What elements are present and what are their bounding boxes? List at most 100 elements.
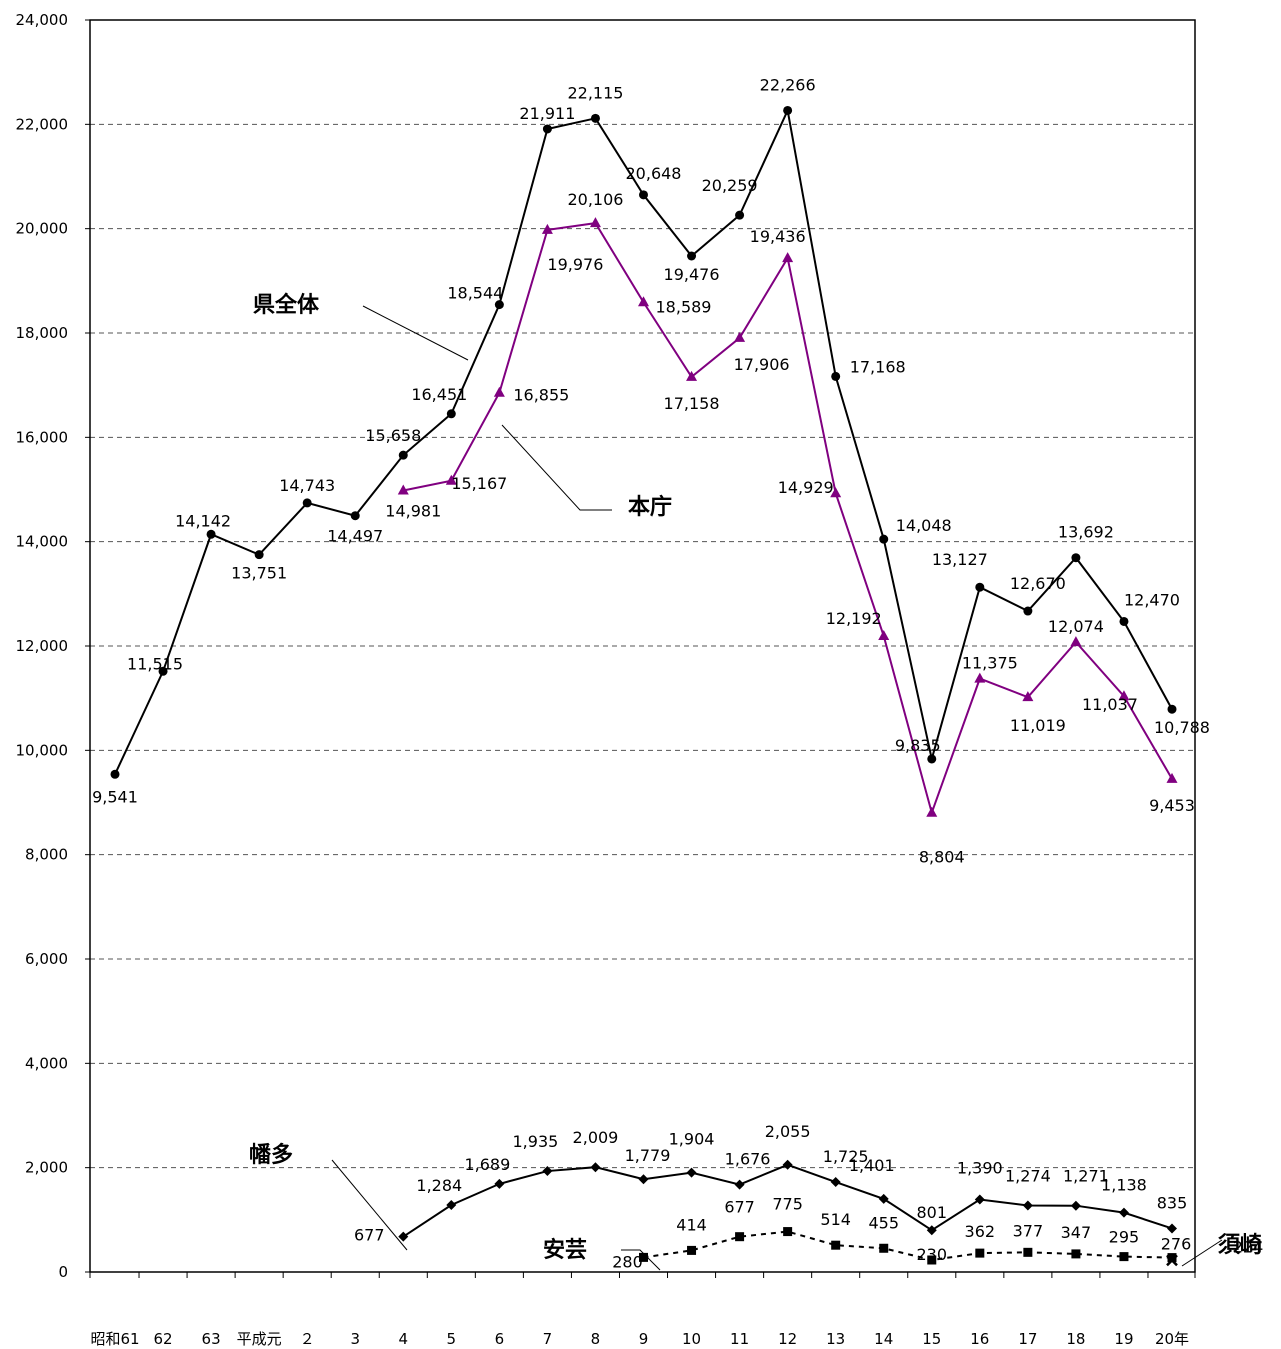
x-tick-label: 5 <box>447 1330 457 1348</box>
y-tick-label: 20,000 <box>16 220 69 238</box>
data-label: 1,274 <box>1005 1167 1051 1186</box>
x-tick-label: 20年 <box>1155 1330 1189 1348</box>
data-point <box>542 124 552 134</box>
data-point <box>494 300 504 310</box>
leader-line-aki <box>621 1249 661 1271</box>
data-point <box>975 582 985 592</box>
x-tick-label: 63 <box>202 1330 221 1348</box>
data-point <box>639 190 648 200</box>
data-label: 11,037 <box>1082 695 1138 714</box>
data-label: 230 <box>916 1245 947 1264</box>
data-label: 21,911 <box>519 104 575 123</box>
data-label: 1,725 <box>823 1147 869 1166</box>
data-label: 276 <box>1161 1235 1192 1254</box>
data-label: 16,855 <box>513 386 569 405</box>
data-point <box>975 1248 985 1258</box>
data-labels: 9,541 11,515 14,142 13,751 14,743 14,497 15,65… <box>92 75 1263 1271</box>
data-point <box>638 1174 649 1185</box>
x-tick-label: 昭和61 <box>90 1330 139 1348</box>
x-tick-label: 11 <box>730 1330 749 1348</box>
x-tick-label: 7 <box>543 1330 553 1348</box>
x-tick-label: 13 <box>826 1330 845 1348</box>
data-label: 17,906 <box>734 355 790 374</box>
data-label: 17,158 <box>664 394 720 413</box>
data-label: 377 <box>1013 1221 1044 1240</box>
data-point <box>1167 704 1177 714</box>
series-name-susaki: 須崎 <box>1218 1233 1262 1258</box>
y-tick-label: 18,000 <box>16 324 69 342</box>
data-label: 20,259 <box>702 176 758 195</box>
data-label: 1,689 <box>464 1155 510 1174</box>
data-label: 22,115 <box>567 83 623 102</box>
series-name-hata: 幡多 <box>249 1142 293 1168</box>
data-point <box>1071 553 1081 563</box>
data-label: 22,266 <box>760 75 816 94</box>
series-lines <box>114 107 1173 1262</box>
data-point <box>926 806 938 817</box>
data-label: 1,935 <box>513 1132 559 1151</box>
data-label: 775 <box>772 1195 803 1214</box>
data-point <box>398 1231 409 1242</box>
data-label: 414 <box>676 1215 707 1234</box>
data-point <box>542 1166 553 1177</box>
data-point <box>1119 616 1129 626</box>
data-label: 1,401 <box>849 1156 895 1175</box>
y-tick-label: 10,000 <box>16 741 69 759</box>
data-point <box>398 450 408 460</box>
data-point <box>110 769 120 779</box>
data-point <box>735 210 745 220</box>
data-label: 18,544 <box>447 284 503 303</box>
data-label: 16,451 <box>411 385 467 404</box>
series-name-labels: 県全体 本庁 幡多 安芸 須崎 <box>249 292 1262 1271</box>
x-tick-label: 10 <box>682 1330 701 1348</box>
data-label: 14,142 <box>175 511 231 530</box>
data-label: 347 <box>1061 1223 1092 1242</box>
data-label: 8,804 <box>919 848 965 867</box>
series-name-honcho: 本庁 <box>628 494 672 520</box>
data-point <box>783 105 793 115</box>
leader-line-susaki <box>1181 1239 1223 1267</box>
data-point <box>1070 1200 1081 1211</box>
leader-line-hata <box>331 1159 408 1251</box>
data-point <box>879 534 889 544</box>
data-point <box>445 474 457 485</box>
data-point <box>302 498 312 508</box>
data-label: 15,167 <box>451 474 507 493</box>
data-point <box>735 1232 745 1242</box>
data-point <box>878 1193 889 1204</box>
data-label: 10,788 <box>1154 718 1210 737</box>
x-tick-label: ２ <box>300 1330 315 1348</box>
data-point <box>493 386 505 397</box>
data-point <box>541 223 553 234</box>
data-point <box>397 484 409 495</box>
data-point <box>494 1178 505 1189</box>
series-name-aki: 安芸 <box>543 1237 587 1263</box>
data-label: 20,648 <box>626 164 682 183</box>
data-point <box>830 1177 841 1188</box>
x-tick-label: 19 <box>1114 1330 1133 1348</box>
data-point <box>686 370 698 381</box>
data-label: 1,271 <box>1063 1167 1109 1186</box>
y-tick-label: 0 <box>58 1263 68 1281</box>
data-label: 12,074 <box>1048 617 1104 636</box>
data-label: 11,515 <box>127 654 183 673</box>
data-label: 14,981 <box>385 501 441 520</box>
data-point <box>830 487 842 498</box>
data-label: 514 <box>820 1210 851 1229</box>
leader-line-kenzentai <box>362 305 469 361</box>
data-point <box>687 1245 697 1255</box>
data-point <box>1166 772 1178 783</box>
data-point <box>590 1162 601 1173</box>
data-point <box>446 1200 457 1211</box>
data-label: 1,284 <box>416 1176 462 1195</box>
data-label: 1,138 <box>1101 1176 1147 1195</box>
data-point <box>879 1243 889 1253</box>
data-label: 19,976 <box>547 255 603 274</box>
data-point <box>590 113 600 123</box>
data-label: 17,168 <box>850 357 906 376</box>
x-tick-label: 3 <box>350 1330 360 1348</box>
y-tick-label: 12,000 <box>16 637 69 655</box>
data-point <box>1119 1252 1129 1262</box>
data-label: 677 <box>724 1198 755 1217</box>
x-tick-label: 9 <box>639 1330 649 1348</box>
